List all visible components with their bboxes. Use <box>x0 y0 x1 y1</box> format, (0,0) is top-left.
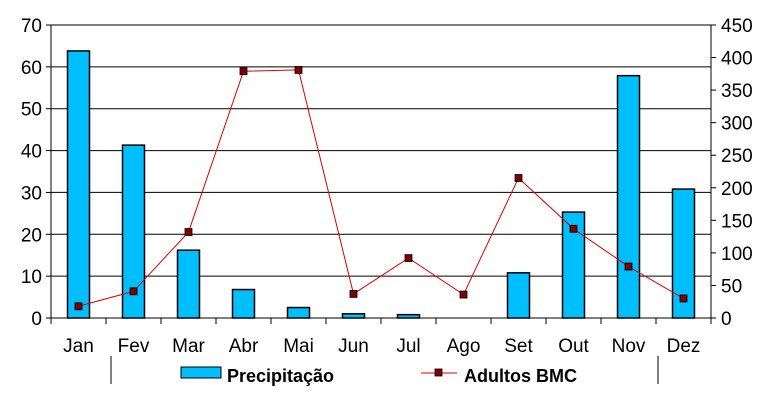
bar-series <box>66 50 696 319</box>
x-tick-label-mar: Mar <box>172 336 205 357</box>
left-tick-label-10: 10 <box>21 267 42 288</box>
x-tick-label-jul: Jul <box>396 336 420 357</box>
left-tick-label-60: 60 <box>21 58 42 79</box>
right-tick-label-300: 300 <box>721 114 753 135</box>
bar-jul <box>396 313 421 319</box>
legend-label-adultos-bmc: Adultos BMC <box>464 366 577 386</box>
x-tick-label-fev: Fev <box>118 336 150 357</box>
left-tick-label-50: 50 <box>21 100 42 121</box>
x-tick-label-jan: Jan <box>63 336 94 357</box>
legend-marker-adultos-bmc <box>434 368 443 377</box>
x-tick-label-nov: Nov <box>612 336 646 357</box>
bar-abr <box>231 288 256 319</box>
point-set <box>514 174 523 182</box>
x-tick-label-set: Set <box>504 336 533 357</box>
right-tick-label-350: 350 <box>721 81 753 102</box>
line-adultos-bmc <box>78 69 684 307</box>
bar-nov <box>616 74 641 319</box>
legend-swatch-precipitacao <box>180 366 222 379</box>
left-tick-label-40: 40 <box>21 142 42 163</box>
right-tick-label-100: 100 <box>721 244 753 265</box>
line-series <box>74 66 688 311</box>
point-nov <box>624 262 633 271</box>
left-axis-ticks: 0 10 20 30 40 50 60 70 <box>21 16 42 330</box>
left-tick-label-70: 70 <box>21 16 42 37</box>
right-tick-label-250: 250 <box>721 146 753 167</box>
legend-label-precipitacao: Precipitação <box>227 366 334 386</box>
right-tick-label-450: 450 <box>721 16 753 37</box>
point-mai <box>294 66 303 74</box>
point-jun <box>349 290 358 298</box>
gridlines <box>51 24 711 277</box>
x-tick-label-abr: Abr <box>229 336 259 357</box>
right-tick-label-0: 0 <box>721 309 732 330</box>
x-tick-label-jun: Jun <box>338 336 369 357</box>
bar-jun <box>341 313 366 319</box>
point-ago <box>459 290 468 299</box>
bar-mar <box>176 249 201 319</box>
point-fev <box>129 287 138 296</box>
legend: Precipitação Adultos BMC <box>110 356 659 386</box>
x-tick-label-mai: Mai <box>283 336 314 357</box>
axes <box>46 24 716 324</box>
left-tick-label-30: 30 <box>21 183 42 204</box>
left-tick-label-0: 0 <box>31 309 42 330</box>
bar-jan <box>66 50 91 319</box>
bar-set <box>506 272 531 319</box>
right-tick-label-50: 50 <box>721 276 742 297</box>
x-tick-label-ago: Ago <box>447 336 481 357</box>
point-jan <box>74 302 83 311</box>
point-jul <box>404 254 413 262</box>
bar-mai <box>286 306 311 319</box>
right-tick-label-400: 400 <box>721 49 753 70</box>
left-tick-label-20: 20 <box>21 225 42 246</box>
x-axis-ticks: Jan Fev Mar Abr Mai Jun Jul Ago Set Out Nov Dez <box>63 336 700 357</box>
x-tick-label-dez: Dez <box>667 336 701 357</box>
x-tick-label-out: Out <box>558 336 589 357</box>
right-axis-ticks: 0 50 100 150 200 250 300 350 400 450 <box>721 16 753 330</box>
right-tick-label-200: 200 <box>721 179 753 200</box>
point-dez <box>679 294 688 303</box>
point-out <box>569 224 578 233</box>
point-abr <box>239 67 248 76</box>
point-mar <box>184 228 193 236</box>
right-tick-label-150: 150 <box>721 211 753 232</box>
